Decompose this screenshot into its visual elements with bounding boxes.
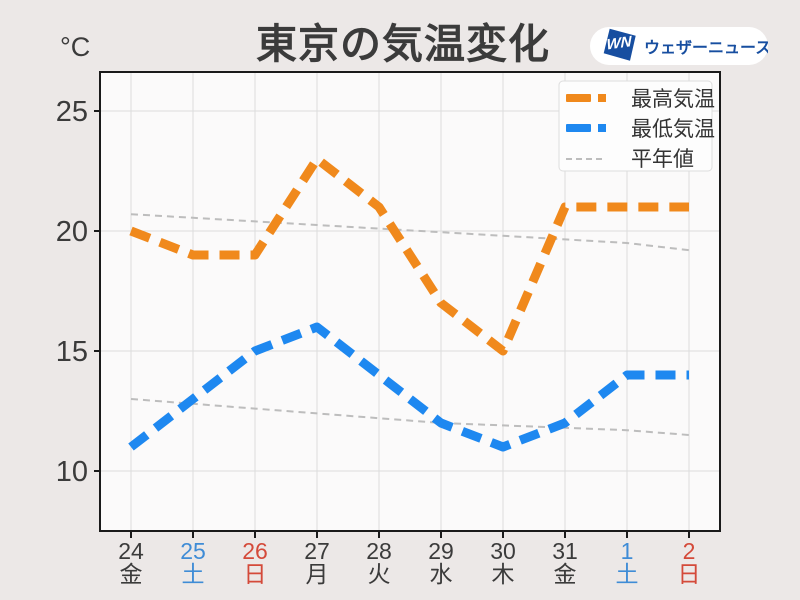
svg-text:10: 10 bbox=[56, 456, 88, 488]
svg-text:日: 日 bbox=[678, 561, 701, 587]
svg-text:土: 土 bbox=[182, 561, 205, 587]
svg-text:木: 木 bbox=[492, 561, 515, 587]
svg-text:15: 15 bbox=[56, 336, 88, 368]
svg-text:25: 25 bbox=[56, 96, 88, 128]
svg-text:ウェザーニュース: ウェザーニュース bbox=[644, 39, 768, 57]
svg-text:金: 金 bbox=[120, 561, 143, 587]
svg-text:平年値: 平年値 bbox=[631, 148, 694, 171]
svg-text:火: 火 bbox=[368, 561, 391, 587]
svg-text:月: 月 bbox=[306, 561, 329, 587]
svg-text:土: 土 bbox=[616, 561, 639, 587]
svg-text:日: 日 bbox=[244, 561, 267, 587]
svg-text:水: 水 bbox=[430, 561, 453, 587]
svg-text:最低気温: 最低気温 bbox=[631, 118, 715, 141]
svg-text:20: 20 bbox=[56, 216, 88, 248]
svg-text:金: 金 bbox=[554, 561, 577, 587]
svg-text:最高気温: 最高気温 bbox=[631, 88, 715, 111]
